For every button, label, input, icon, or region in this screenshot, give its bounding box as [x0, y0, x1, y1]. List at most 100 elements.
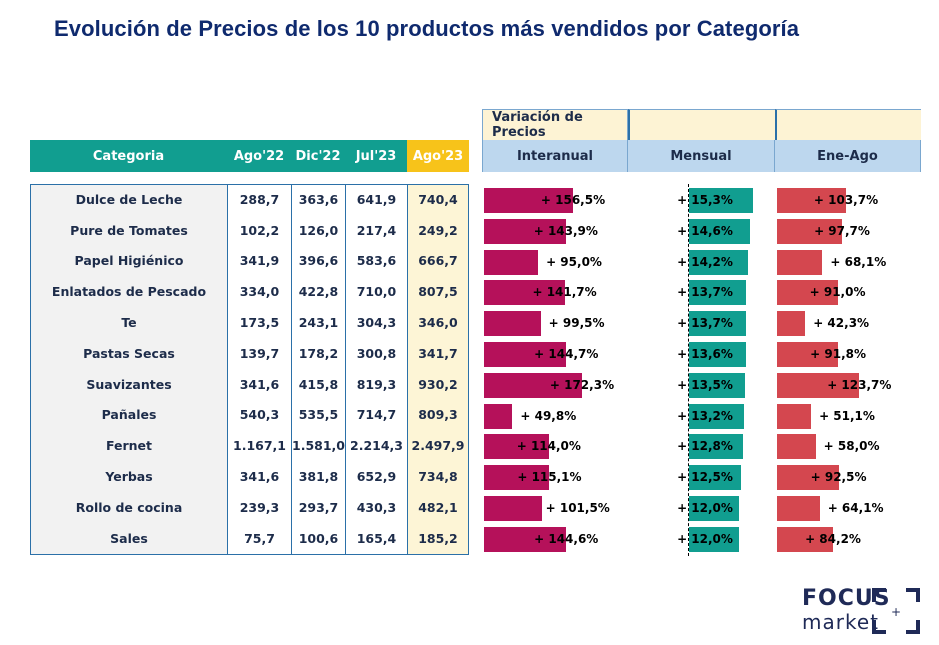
- header-period: Ago'22: [227, 140, 291, 172]
- variation-column-header: Interanual: [482, 140, 628, 172]
- price-cell: 300,8: [345, 338, 407, 370]
- category-cell: Pure de Tomates: [30, 214, 227, 247]
- category-cell: Sales: [30, 522, 227, 555]
- price-cell: 740,4: [407, 184, 469, 216]
- bar-mensual: [689, 218, 751, 244]
- bar-value-label: + 51,1%: [819, 408, 875, 423]
- bar-value-label: + 12,5%: [677, 470, 733, 485]
- bar-value-label: + 95,0%: [546, 254, 602, 269]
- variation-column-header: Mensual: [628, 140, 775, 172]
- price-cell: 807,5: [407, 276, 469, 309]
- header-period: Jul'23: [345, 140, 407, 172]
- variation-header: Variación de Precios: [482, 109, 628, 140]
- bar-value-label: + 13,5%: [677, 377, 733, 392]
- price-cell: 540,3: [227, 399, 291, 432]
- bar-mensual: [689, 403, 745, 429]
- bar-mensual: [689, 249, 749, 275]
- category-cell: Suavizantes: [30, 368, 227, 401]
- bar-interanual: [484, 465, 550, 491]
- price-cell: 100,6: [291, 522, 345, 555]
- bar-value-label: + 97,7%: [814, 223, 870, 238]
- price-cell: 304,3: [345, 307, 407, 339]
- bar-value-label: + 144,7%: [534, 346, 599, 361]
- bar-mensual: [689, 341, 746, 367]
- category-cell: Papel Higiénico: [30, 245, 227, 278]
- bar-value-label: + 114,0%: [516, 439, 581, 454]
- price-cell: 641,9: [345, 184, 407, 216]
- bar-interanual: [484, 434, 549, 460]
- bar-interanual: [484, 495, 542, 521]
- bar-eneago: [777, 434, 816, 460]
- bar-value-label: + 141,7%: [532, 285, 597, 300]
- bar-mensual: [689, 187, 753, 213]
- bar-interanual: [484, 218, 566, 244]
- bar-value-label: + 144,6%: [534, 531, 599, 546]
- header-categoria: Categoria: [30, 140, 227, 172]
- bar-value-label: + 14,6%: [677, 223, 733, 238]
- price-cell: 293,7: [291, 492, 345, 524]
- price-cell: 217,4: [345, 214, 407, 247]
- bar-value-label: + 143,9%: [533, 223, 598, 238]
- price-cell: 2.214,3: [345, 430, 407, 463]
- price-cell: 535,5: [291, 399, 345, 432]
- bar-value-label: + 13,7%: [677, 316, 733, 331]
- bar-value-label: + 12,0%: [677, 531, 733, 546]
- bar-mensual: [689, 495, 740, 521]
- bar-interanual: [484, 249, 539, 275]
- bar-interanual: [484, 341, 567, 367]
- price-cell: 415,8: [291, 368, 345, 401]
- price-cell: 714,7: [345, 399, 407, 432]
- bar-value-label: + 12,0%: [677, 500, 733, 515]
- bar-mensual: [689, 465, 742, 491]
- variation-header-blank: [628, 109, 775, 140]
- bar-value-label: + 84,2%: [805, 531, 861, 546]
- bar-eneago: [777, 280, 838, 306]
- bar-interanual: [484, 187, 573, 213]
- price-cell: 239,3: [227, 492, 291, 524]
- bar-eneago: [777, 526, 834, 552]
- bar-interanual: [484, 372, 582, 398]
- price-cell: 734,8: [407, 461, 469, 493]
- bar-value-label: + 115,1%: [517, 470, 582, 485]
- price-cell: 1.167,1: [227, 430, 291, 463]
- bar-value-label: + 172,3%: [549, 377, 615, 392]
- bar-eneago: [777, 249, 823, 275]
- bar-value-label: + 64,1%: [827, 500, 884, 515]
- bar-value-label: + 101,5%: [545, 500, 610, 515]
- bar-value-label: + 91,8%: [810, 346, 867, 361]
- price-cell: 173,5: [227, 307, 291, 339]
- price-cell: 652,9: [345, 461, 407, 493]
- price-cell: 341,6: [227, 368, 291, 401]
- price-cell: 249,2: [407, 214, 469, 247]
- price-cell: 482,1: [407, 492, 469, 524]
- svg-text:+: +: [891, 605, 901, 619]
- bar-value-label: + 156,5%: [540, 192, 606, 207]
- bar-value-label: + 99,5%: [548, 316, 605, 331]
- price-cell: 1.581,0: [291, 430, 345, 463]
- page-title: Evolución de Precios de los 10 productos…: [54, 16, 800, 41]
- bar-interanual: [484, 280, 565, 306]
- category-cell: Enlatados de Pescado: [30, 276, 227, 309]
- price-cell: 102,2: [227, 214, 291, 247]
- variation-column-header: Ene-Ago: [775, 140, 921, 172]
- price-cell: 341,6: [227, 461, 291, 493]
- bar-mensual: [689, 434, 743, 460]
- price-cell: 346,0: [407, 307, 469, 339]
- price-cell: 930,2: [407, 368, 469, 401]
- bar-value-label: + 68,1%: [830, 254, 887, 269]
- bar-interanual: [484, 526, 567, 552]
- focus-frame-icon: +: [872, 588, 920, 634]
- mensual-baseline: [688, 184, 689, 556]
- bar-value-label: + 42,3%: [813, 316, 870, 331]
- category-cell: Pañales: [30, 399, 227, 432]
- bar-value-label: + 13,2%: [677, 408, 733, 423]
- price-cell: 165,4: [345, 522, 407, 555]
- bar-value-label: + 58,0%: [823, 439, 880, 454]
- price-cell: 288,7: [227, 184, 291, 216]
- bar-value-label: + 13,7%: [677, 285, 733, 300]
- price-cell: 126,0: [291, 214, 345, 247]
- bar-value-label: + 91,0%: [809, 285, 866, 300]
- price-cell: 341,7: [407, 338, 469, 370]
- bar-interanual: [484, 403, 513, 429]
- bar-eneago: [777, 372, 860, 398]
